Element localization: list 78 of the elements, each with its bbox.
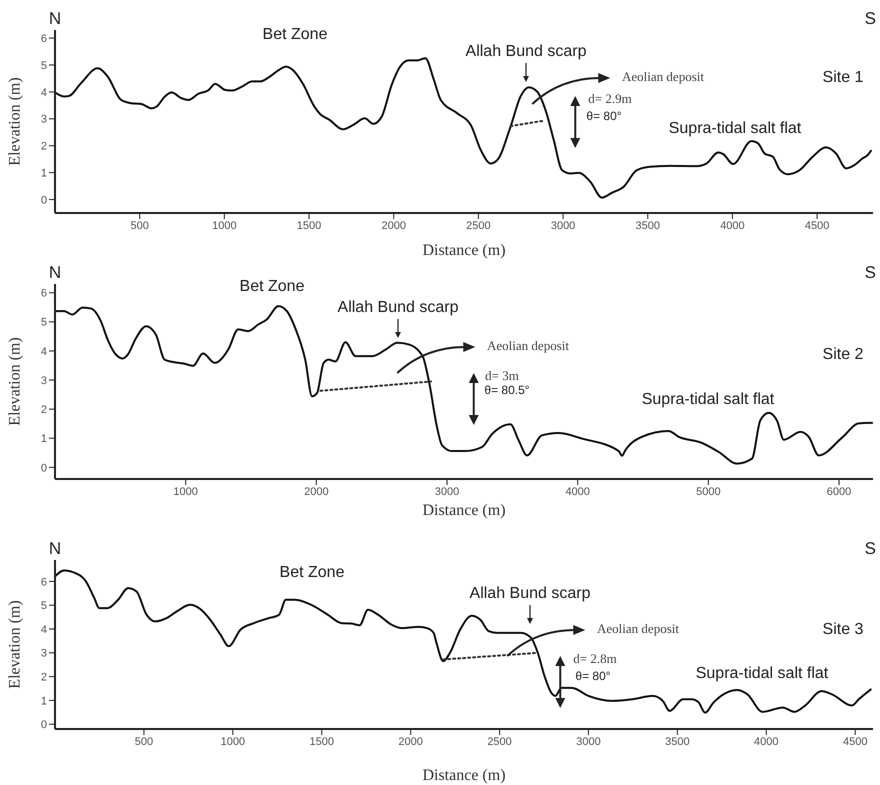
annotation: Supra-tidal salt flat — [642, 391, 775, 408]
x-tick-label: 1000 — [173, 486, 198, 498]
x-tick-label: 2000 — [304, 486, 329, 498]
annotation: Aeolian deposit — [487, 338, 570, 353]
x-tick-label: 5000 — [696, 486, 721, 498]
x-tick-label: 3000 — [434, 486, 460, 498]
x-tick-label: 1500 — [296, 220, 322, 232]
text: Site 2 — [822, 346, 864, 364]
x-tick-label: 2000 — [381, 220, 406, 232]
annotation: Supra-tidal salt flat — [668, 120, 802, 138]
x-tick-label: 4500 — [804, 220, 830, 232]
annotation: Allah Bund scarp — [466, 43, 587, 60]
text: N — [48, 539, 62, 558]
y-tick-label: 4 — [40, 624, 47, 636]
x-tick-label: 500 — [134, 736, 154, 748]
annotation: Aeolian deposit — [622, 68, 704, 84]
annotation: Allah Bund scarp — [338, 299, 459, 316]
y-tick-label: 2 — [40, 672, 47, 684]
x-tick-label: 4000 — [720, 220, 745, 232]
annotation: Bet Zone — [262, 26, 328, 44]
x-tick-label: 3000 — [550, 220, 576, 232]
annotation: d= 2.9m — [588, 90, 632, 106]
y-tick-label: 1 — [40, 168, 47, 180]
text: S — [864, 539, 876, 558]
y-tick-label: 1 — [40, 433, 47, 446]
y-tick-label: 5 — [40, 60, 47, 72]
y-tick-label: 3 — [40, 374, 47, 387]
annotation: θ= 80° — [586, 109, 622, 124]
x-tick-label: 2500 — [487, 736, 512, 748]
y-tick-label: 3 — [40, 648, 47, 660]
annotation: Bet Zone — [280, 564, 345, 582]
annotation: Aeolian deposit — [597, 620, 680, 636]
y-tick-label: 6 — [40, 288, 47, 300]
x-tick-label: 4500 — [842, 736, 868, 748]
annotation: Supra-tidal salt flat — [696, 665, 829, 682]
annotation: θ= 80° — [575, 669, 611, 684]
annotation: d= 3m — [485, 368, 519, 383]
x-tick-label: 2500 — [466, 220, 491, 232]
y-axis-title: Elevation (m) — [6, 77, 24, 166]
y-tick-label: 6 — [40, 576, 47, 588]
x-tick-label: 4000 — [565, 486, 590, 498]
x-tick-label: 1500 — [309, 736, 334, 748]
y-tick-label: 4 — [40, 346, 47, 358]
text: Site 1 — [822, 69, 864, 86]
y-tick-label: 6 — [40, 32, 47, 45]
y-tick-label: 5 — [40, 600, 47, 612]
text: S — [864, 263, 876, 282]
y-axis-title: Elevation (m) — [6, 337, 24, 426]
y-tick-label: 0 — [40, 194, 47, 206]
x-tick-label: 500 — [130, 220, 149, 232]
x-axis-title: Distance (m) — [422, 502, 506, 519]
y-tick-label: 0 — [40, 719, 47, 732]
annotation: Allah Bund scarp — [470, 585, 591, 602]
x-tick-label: 3500 — [665, 736, 690, 748]
text: Site 3 — [822, 621, 864, 638]
x-tick-label: 4000 — [754, 736, 779, 748]
y-tick-label: 1 — [40, 695, 47, 708]
annotation: Bet Zone — [240, 278, 305, 296]
y-tick-label: 0 — [40, 462, 47, 474]
x-axis-title: Distance (m) — [422, 242, 506, 259]
y-tick-label: 4 — [40, 86, 47, 99]
annotation: θ= 80.5° — [484, 383, 530, 398]
annotation: d= 2.8m — [573, 650, 617, 666]
text: N — [48, 263, 62, 282]
text: S — [864, 9, 876, 28]
text: N — [48, 9, 62, 28]
x-tick-label: 3000 — [576, 736, 601, 748]
x-tick-label: 3500 — [636, 220, 660, 232]
y-axis-title: Elevation (m) — [6, 600, 24, 689]
y-tick-label: 3 — [40, 114, 47, 126]
x-tick-label: 1000 — [212, 220, 237, 232]
y-tick-label: 2 — [40, 140, 47, 153]
x-axis-title: Distance (m) — [422, 767, 506, 784]
x-tick-label: 2000 — [398, 736, 423, 748]
y-tick-label: 5 — [40, 316, 47, 329]
x-tick-label: 1000 — [220, 736, 246, 748]
y-tick-label: 2 — [40, 404, 47, 416]
x-tick-label: 6000 — [826, 486, 852, 498]
